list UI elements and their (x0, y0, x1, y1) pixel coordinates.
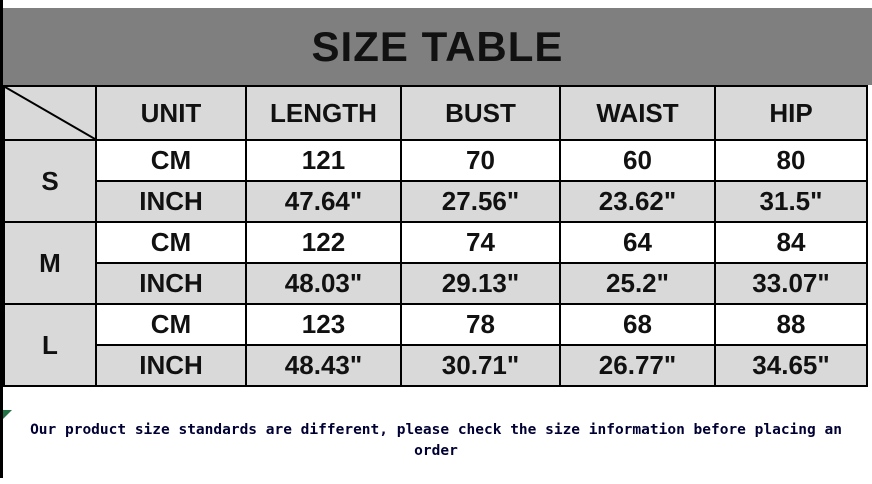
value-cell: 68 (559, 303, 716, 346)
value-cell: 47.64" (245, 180, 402, 223)
diagonal-divider-icon (5, 87, 95, 139)
unit-cell-cm: CM (95, 139, 247, 182)
value-cell: 64 (559, 221, 716, 264)
table-row-m-cm: M CM 122 74 64 84 (3, 221, 868, 305)
value-cell: 74 (400, 221, 561, 264)
value-cell: 84 (714, 221, 868, 264)
unit-cell-cm: CM (95, 303, 247, 346)
size-table: UNIT LENGTH BUST WAIST HIP S CM 121 70 6… (3, 85, 868, 387)
value-cell: 88 (714, 303, 868, 346)
column-header-unit: UNIT (95, 85, 247, 141)
value-cell: 60 (559, 139, 716, 182)
column-header-bust: BUST (400, 85, 561, 141)
value-cell: 121 (245, 139, 402, 182)
unit-cell-inch: INCH (95, 262, 247, 305)
value-cell: 122 (245, 221, 402, 264)
column-header-length: LENGTH (245, 85, 402, 141)
value-cell: 27.56" (400, 180, 561, 223)
unit-cell-cm: CM (95, 221, 247, 264)
value-cell: 70 (400, 139, 561, 182)
value-cell: 34.65" (714, 344, 868, 387)
value-cell: 26.77" (559, 344, 716, 387)
value-cell: 23.62" (559, 180, 716, 223)
size-label-s: S (3, 139, 97, 223)
value-cell: 33.07" (714, 262, 868, 305)
left-border-line (0, 0, 3, 478)
value-cell: 80 (714, 139, 868, 182)
value-cell: 48.03" (245, 262, 402, 305)
value-cell: 30.71" (400, 344, 561, 387)
table-row-s-inch: INCH 47.64" 27.56" 23.62" 31.5" (4, 180, 868, 223)
table-row-s-cm: S CM 121 70 60 80 (3, 139, 868, 223)
unit-cell-inch: INCH (95, 344, 247, 387)
size-label-l: L (3, 303, 97, 387)
value-cell: 31.5" (714, 180, 868, 223)
column-header-waist: WAIST (559, 85, 716, 141)
value-cell: 78 (400, 303, 561, 346)
table-header-row: UNIT LENGTH BUST WAIST HIP (3, 85, 868, 141)
value-cell: 123 (245, 303, 402, 346)
table-row-l-inch: INCH 48.43" 30.71" 26.77" 34.65" (4, 344, 868, 387)
corner-marker-icon (3, 410, 12, 419)
size-table-banner: SIZE TABLE (3, 8, 872, 85)
footer-note: Our product size standards are different… (30, 422, 842, 459)
page-title: SIZE TABLE (311, 22, 564, 70)
column-header-hip: HIP (714, 85, 868, 141)
value-cell: 25.2" (559, 262, 716, 305)
value-cell: 29.13" (400, 262, 561, 305)
size-label-m: M (3, 221, 97, 305)
diagonal-header-cell (3, 85, 97, 141)
value-cell: 48.43" (245, 344, 402, 387)
unit-cell-inch: INCH (95, 180, 247, 223)
table-row-m-inch: INCH 48.03" 29.13" 25.2" 33.07" (4, 262, 868, 305)
table-row-l-cm: L CM 123 78 68 88 (3, 303, 868, 387)
